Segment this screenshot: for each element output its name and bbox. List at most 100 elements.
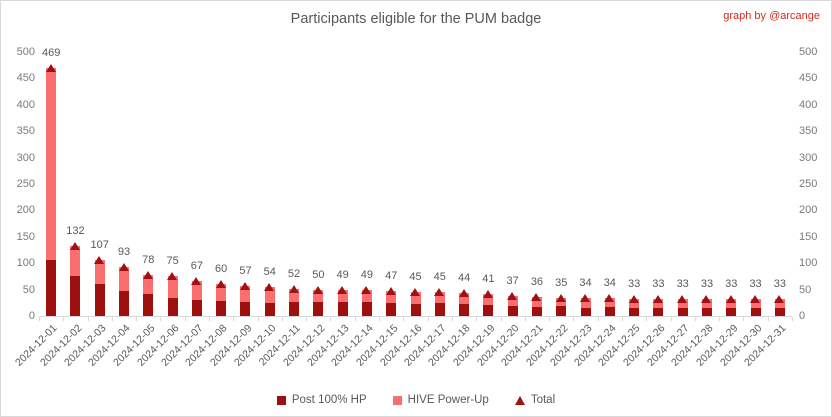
x-axis-tick: [403, 317, 405, 321]
x-axis-tick: [792, 317, 793, 321]
y-axis-label: 100: [16, 257, 35, 270]
bar-value-label: 33: [627, 277, 641, 290]
x-axis-tick: [767, 317, 769, 321]
bar-segment-post-hp: [701, 307, 712, 316]
bar-segment-hive-powerup: [677, 298, 688, 308]
bar-segment-post-hp: [167, 297, 178, 316]
chart-credit: graph by @arcange: [723, 10, 820, 22]
x-axis-tick: [743, 317, 745, 321]
bar-segment-hive-powerup: [46, 68, 57, 261]
y-axis-label: 350: [16, 125, 35, 138]
bar-segment-post-hp: [143, 294, 154, 316]
x-axis-tick: [379, 317, 381, 321]
x-axis-tick: [306, 317, 308, 321]
bar-segment-hive-powerup: [580, 298, 591, 308]
x-axis-tick: [184, 317, 186, 321]
bar-segment-post-hp: [726, 307, 737, 316]
bar-value-label: 34: [603, 277, 616, 290]
legend-item-post-hp: Post 100% HP: [276, 394, 367, 406]
y-axis-label: 50: [799, 283, 812, 296]
bar-segment-post-hp: [750, 307, 761, 316]
y-axis-label: 350: [799, 125, 818, 138]
bar-segment-hive-powerup: [701, 298, 712, 308]
y-axis-label: 400: [16, 98, 35, 111]
bar-value-label: 67: [190, 259, 203, 272]
bar-segment-post-hp: [629, 307, 640, 316]
post-hp-swatch-icon: [276, 395, 286, 405]
bar-segment-post-hp: [434, 303, 445, 316]
total-marker-icon: [118, 262, 129, 271]
legend-label: Total: [530, 394, 556, 406]
y-axis-label: 400: [799, 98, 818, 111]
x-axis-tick: [39, 317, 40, 321]
bar-value-label: 36: [530, 275, 544, 288]
y-axis-label: 200: [16, 204, 35, 217]
total-marker-icon: [458, 288, 469, 297]
total-marker-icon: [288, 284, 299, 293]
x-axis-tick: [354, 317, 356, 321]
bar-segment-hive-powerup: [629, 298, 640, 308]
x-axis-tick: [646, 317, 648, 321]
bar-segment-hive-powerup: [289, 288, 300, 302]
bar-segment-post-hp: [240, 301, 251, 316]
x-axis-tick: [451, 317, 453, 321]
bar-segment-hive-powerup: [143, 274, 154, 295]
bar-segment-hive-powerup: [167, 276, 178, 298]
bar-segment-hive-powerup: [750, 298, 761, 308]
bar-segment-post-hp: [604, 307, 615, 316]
total-marker-icon: [45, 64, 56, 73]
bar-segment-hive-powerup: [459, 292, 470, 304]
y-axis-label: 300: [799, 151, 818, 164]
x-axis-tick: [476, 317, 478, 321]
bar-segment-post-hp: [677, 307, 688, 316]
total-marker-icon: [94, 255, 105, 264]
bar-segment-hive-powerup: [507, 296, 518, 306]
total-marker-icon: [652, 294, 663, 303]
y-axis-label: 450: [16, 72, 35, 85]
bar-segment-post-hp: [94, 284, 105, 316]
bar-segment-post-hp: [46, 260, 57, 316]
total-marker-icon: [385, 287, 396, 296]
bar-segment-hive-powerup: [386, 291, 397, 303]
x-axis-tick: [330, 317, 332, 321]
total-marker-icon: [701, 294, 712, 303]
bar-segment-post-hp: [289, 301, 300, 316]
bar-value-label: 75: [166, 255, 179, 268]
bar-segment-hive-powerup: [361, 290, 372, 303]
legend-item-hive-powerup: HIVE Power-Up: [392, 394, 489, 406]
bar-value-label: 33: [773, 277, 786, 290]
bar-segment-hive-powerup: [726, 298, 737, 308]
total-marker-icon: [312, 285, 323, 294]
bar-value-label: 54: [263, 266, 276, 279]
bar-value-label: 35: [555, 276, 568, 289]
bar-value-label: 93: [117, 245, 131, 258]
x-axis-tick: [500, 317, 502, 321]
total-marker-icon: [604, 294, 615, 303]
x-axis-line: [39, 316, 792, 317]
bar-segment-hive-powerup: [94, 259, 105, 285]
bar-segment-hive-powerup: [216, 284, 227, 301]
y-axis-label: 0: [799, 310, 806, 322]
x-axis-tick: [233, 317, 235, 321]
x-axis-tick: [281, 317, 283, 321]
bar-segment-post-hp: [191, 299, 202, 316]
bar-value-label: 52: [287, 267, 301, 280]
bar-segment-post-hp: [70, 275, 81, 316]
bar-segment-hive-powerup: [434, 292, 445, 304]
bar-value-label: 50: [312, 268, 325, 281]
bar-segment-post-hp: [119, 290, 130, 316]
legend-item-total: Total: [514, 394, 556, 406]
legend-label: Post 100% HP: [291, 394, 367, 406]
x-axis-tick: [257, 317, 259, 321]
bar-segment-post-hp: [483, 305, 494, 316]
bar-segment-post-hp: [264, 302, 275, 316]
bar-segment-post-hp: [313, 302, 324, 316]
bar-segment-hive-powerup: [70, 246, 81, 276]
y-axis-label: 150: [16, 230, 35, 243]
x-axis-tick: [427, 317, 429, 321]
bar-value-label: 78: [142, 253, 155, 266]
bar-segment-hive-powerup: [410, 292, 421, 304]
bar-segment-hive-powerup: [313, 289, 324, 303]
bar-segment-post-hp: [531, 307, 542, 316]
bar-segment-post-hp: [216, 300, 227, 316]
